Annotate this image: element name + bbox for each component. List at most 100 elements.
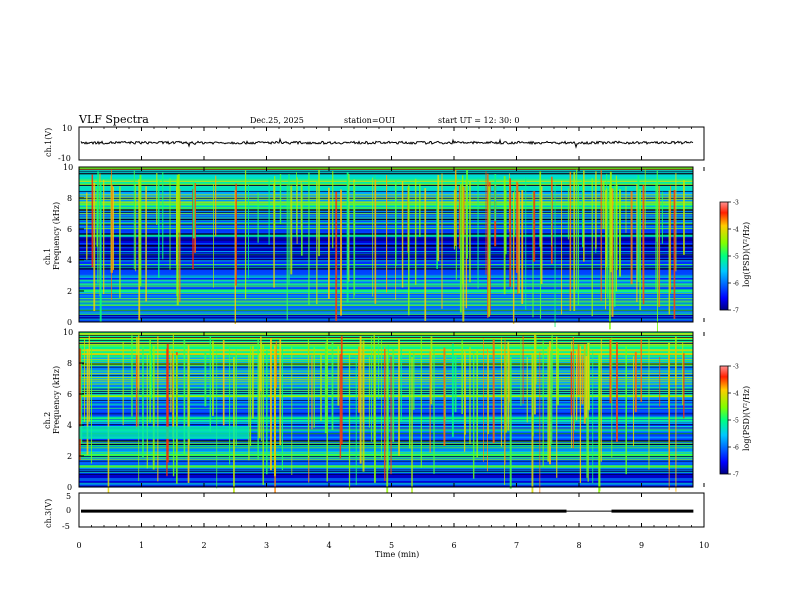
spectrogram-line — [79, 442, 694, 444]
spectrogram-sferic — [600, 170, 602, 301]
spectrogram-line — [79, 482, 694, 484]
spectrogram-sferic — [268, 178, 270, 245]
spectrogram-sferic — [483, 338, 484, 462]
spectrogram-dark-line — [79, 424, 694, 426]
x-tick-label: 9 — [639, 541, 644, 550]
spectrogram-line — [79, 478, 694, 480]
spectrogram-sferic — [582, 179, 584, 248]
spectrogram-band — [79, 347, 694, 350]
spectrogram-sferic — [215, 175, 217, 237]
spectrogram-sferic — [605, 188, 608, 267]
spectrogram-sferic — [461, 175, 464, 284]
spectrogram-sferic — [390, 356, 392, 475]
spectrogram-dark-line — [79, 393, 694, 394]
spectrogram-band — [79, 306, 694, 309]
ch1-waveform-trace — [80, 137, 694, 149]
spectrogram-sferic — [476, 349, 479, 458]
spectrogram-sferic — [575, 350, 578, 421]
spectrogram-line — [79, 445, 694, 447]
spectrogram-sferic — [443, 347, 446, 447]
spectrogram-line — [79, 383, 694, 385]
spectrogram-sferic — [640, 339, 643, 402]
spectrogram-sferic — [270, 338, 272, 471]
spectrogram-sferic — [407, 185, 410, 316]
x-tick-label: 5 — [389, 541, 394, 550]
spectrogram-sferic — [257, 192, 259, 243]
spectrogram-sferic — [86, 192, 88, 260]
spectrogram-sferic — [386, 351, 389, 496]
y-tick-label: 6 — [67, 225, 72, 234]
spectrogram-dark-line — [79, 471, 694, 472]
spectrogram-sferic — [172, 353, 174, 438]
spectrogram-sferic — [235, 183, 237, 286]
spectrogram-line — [79, 292, 694, 294]
spectrogram-sferic — [308, 172, 310, 305]
spectrogram-line — [79, 356, 694, 358]
spectrogram-sferic — [291, 347, 293, 475]
spectrogram-sferic — [234, 189, 237, 324]
spectrogram-sferic — [661, 191, 663, 244]
spectrogram-dark-line — [79, 335, 694, 336]
spectrogram-band — [79, 304, 694, 307]
spectrogram-sferic — [668, 354, 670, 490]
spectrogram-sferic — [373, 349, 376, 483]
spectrogram-sferic — [288, 174, 290, 285]
spectrogram-dark-line — [79, 400, 694, 401]
spectrogram-sferic — [668, 190, 671, 315]
spectrogram-line — [79, 316, 694, 318]
spectrogram-sferic — [286, 185, 288, 321]
spectrogram-sferic — [557, 347, 559, 406]
spectrogram-line — [79, 356, 694, 357]
spectrogram-sferic — [507, 341, 510, 431]
x-tick-label: 3 — [264, 541, 269, 550]
spectrogram-line — [79, 350, 694, 352]
spectrogram-line — [79, 407, 694, 409]
spectrogram-dark-line — [79, 469, 694, 471]
spectrogram-band — [79, 438, 694, 441]
spectrogram-sferic — [176, 174, 179, 306]
colorbar-tick-label: -7 — [733, 472, 739, 479]
spectrogram-line — [79, 429, 694, 431]
colorbar-tick-label: -6 — [733, 445, 739, 452]
spectrogram-line — [79, 312, 694, 314]
spectrogram-sferic — [119, 186, 121, 298]
spectrogram-sferic — [648, 338, 650, 470]
spectrogram-sferic — [244, 170, 247, 300]
spectrogram-sferic — [607, 188, 609, 298]
spectrogram-sferic — [532, 354, 534, 437]
spectrogram-sferic — [183, 340, 186, 455]
spectrogram-band — [79, 320, 694, 323]
spectrogram-sferic — [642, 185, 645, 305]
spectrogram-sferic — [340, 189, 342, 316]
spectrogram-line — [79, 416, 694, 418]
spectrogram-line — [79, 453, 694, 454]
spectrogram-sferic — [526, 357, 528, 423]
x-tick-label: 10 — [699, 541, 709, 550]
spectrogram-sferic — [547, 346, 550, 462]
spectrogram-sferic — [326, 337, 328, 482]
spectrogram-sferic — [532, 191, 534, 318]
spectrogram-sferic — [262, 344, 265, 485]
spectrogram-sferic — [279, 339, 282, 446]
spectrogram-sferic — [248, 185, 250, 279]
ch2-spectrogram-ylabel-freq: Frequency (kHz) — [52, 366, 61, 434]
colorbar-ch2: -3 -4 -5 -6 -7 log(PSD)(V²/Hz) — [719, 364, 751, 479]
spectrogram-band — [79, 395, 694, 399]
spectrogram-sferic — [551, 191, 552, 246]
spectrogram-sferic — [600, 339, 602, 462]
spectrogram-sferic — [539, 185, 542, 319]
spectrogram-line — [79, 352, 694, 354]
spectrogram-sferic — [359, 336, 362, 464]
spectrogram-line — [79, 465, 694, 466]
spectrogram-sferic — [534, 334, 536, 415]
ch2-spectrogram-frame — [78, 331, 694, 488]
spectrogram-sferic — [384, 348, 386, 482]
spectrogram-line — [79, 364, 694, 366]
colorbar-tick-label: -7 — [733, 308, 739, 315]
spectrogram-line — [79, 417, 694, 419]
spectrogram-sferic — [591, 178, 593, 317]
spectrogram-sferic — [408, 350, 411, 449]
spectrogram-sferic — [290, 185, 293, 275]
spectrogram-sferic — [279, 174, 282, 224]
